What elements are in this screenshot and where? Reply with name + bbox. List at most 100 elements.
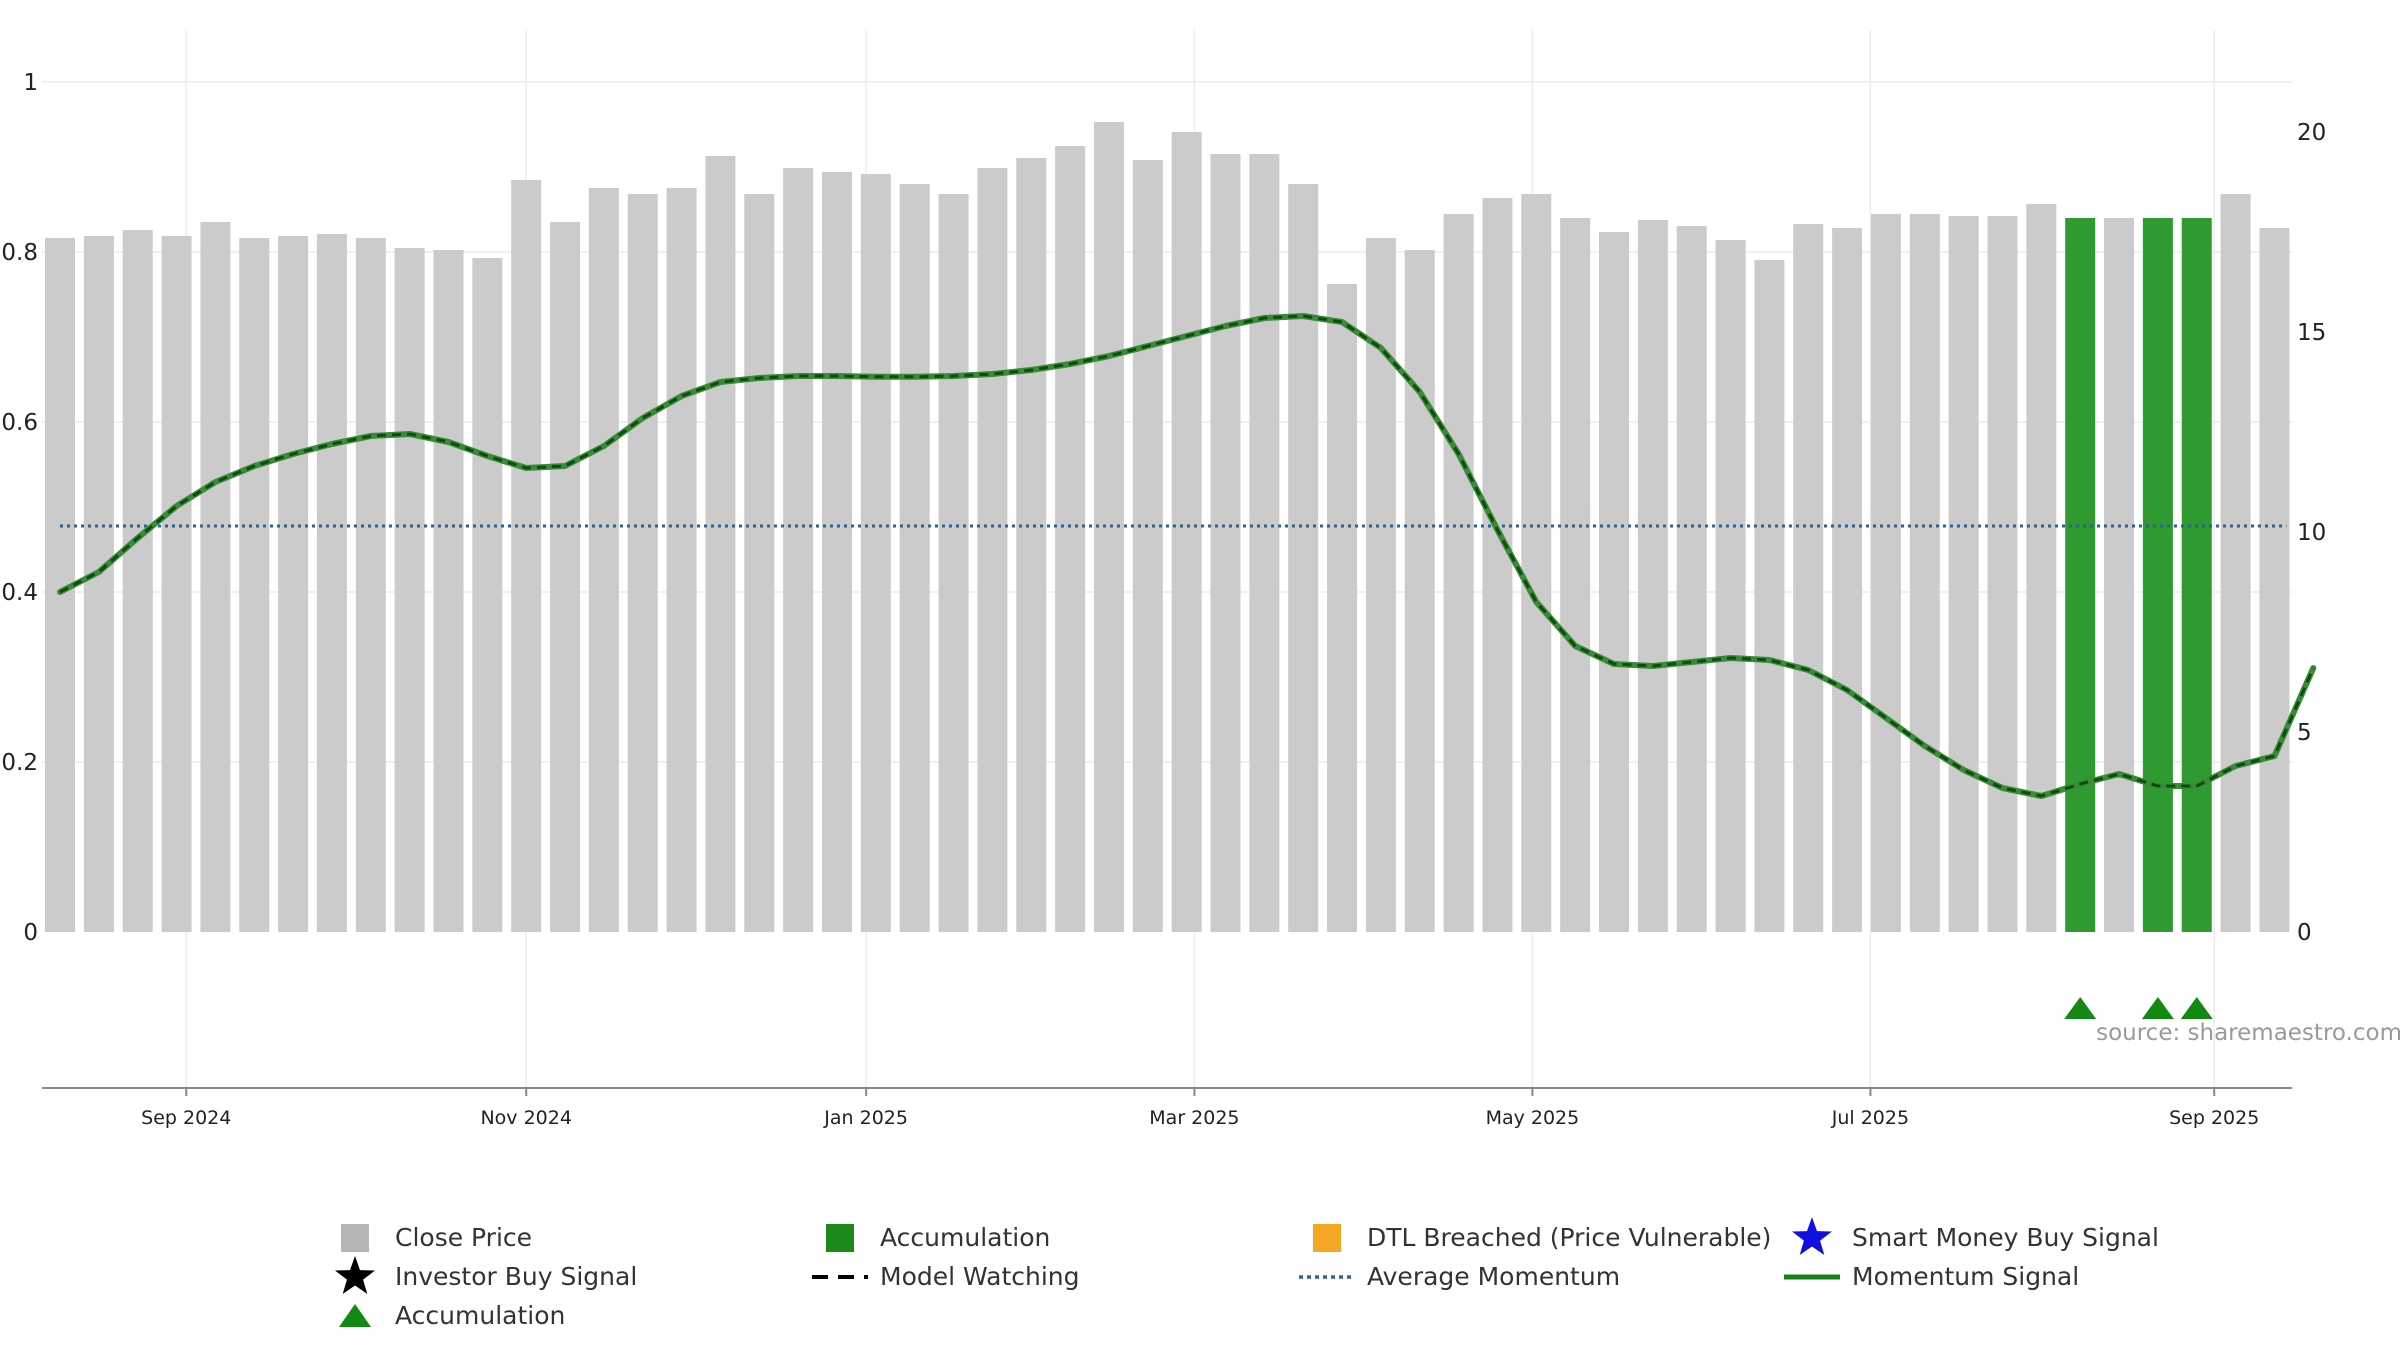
close-price-bar xyxy=(1637,220,1668,932)
right-axis-label: 10 xyxy=(2297,520,2326,546)
close-price-bar xyxy=(705,156,736,932)
close-price-bar xyxy=(511,180,542,932)
legend: Close Price Accumulation DTL Breached (Pri… xyxy=(335,1217,2159,1330)
close-price-bar xyxy=(355,238,386,932)
accumulation-triangle-marker xyxy=(2180,997,2213,1019)
right-axis-label: 5 xyxy=(2297,720,2312,746)
close-price-bar xyxy=(1327,284,1358,932)
right-axis-label: 0 xyxy=(2297,920,2312,946)
source-note: source: sharemaestro.com xyxy=(2096,1020,2400,1046)
left-axis-label: 0 xyxy=(23,920,38,946)
close-price-bar xyxy=(744,194,775,932)
x-tick-label: Jul 2025 xyxy=(1831,1107,1909,1129)
close-price-bar xyxy=(1171,132,1202,932)
momentum-line-dashes xyxy=(59,314,2315,798)
left-axis-label: 0.2 xyxy=(1,750,38,776)
close-price-bar xyxy=(1560,218,1591,932)
legend-label: Average Momentum xyxy=(1367,1262,1620,1291)
left-axis-labels: 0 0.2 0.4 0.6 0.8 1 xyxy=(1,70,38,946)
accumulation-triangle-marker xyxy=(2141,997,2174,1019)
accumulation-bar xyxy=(2181,218,2212,932)
close-price-bar xyxy=(1909,214,1940,932)
legend-label: DTL Breached (Price Vulnerable) xyxy=(1367,1223,1771,1252)
close-price-bar xyxy=(588,188,619,932)
close-price-bar xyxy=(433,250,464,932)
close-price-bar xyxy=(860,174,891,932)
legend-item: Investor Buy Signal xyxy=(335,1256,637,1294)
close-price-bar xyxy=(1016,158,1047,932)
close-price-bars xyxy=(45,122,2290,932)
close-price-bar xyxy=(1754,260,1785,932)
close-price-bar xyxy=(1055,146,1086,932)
x-tick-label: Nov 2024 xyxy=(480,1107,571,1129)
left-axis-label: 0.6 xyxy=(1,410,38,436)
close-price-bar xyxy=(899,184,930,932)
accumulation-bar xyxy=(2142,218,2173,932)
black-star-icon xyxy=(335,1256,375,1294)
close-price-bar xyxy=(1249,154,1280,932)
close-price-bar xyxy=(200,222,231,932)
close-price-bar xyxy=(1793,224,1824,932)
legend-item: Momentum Signal xyxy=(1784,1262,2079,1291)
close-price-bar xyxy=(1443,214,1474,932)
close-price-bar xyxy=(1210,154,1241,932)
legend-label: Close Price xyxy=(395,1223,532,1252)
close-price-bar xyxy=(2026,204,2057,932)
legend-item: Accumulation xyxy=(339,1301,565,1330)
legend-item: Close Price xyxy=(341,1223,532,1252)
close-price-bar xyxy=(122,230,153,932)
close-price-bar xyxy=(1715,240,1746,932)
close-price-bar xyxy=(1404,250,1435,932)
right-axis-label: 15 xyxy=(2297,320,2326,346)
close-price-bar xyxy=(1482,198,1513,932)
close-price-bar xyxy=(938,194,969,932)
left-axis-label: 1 xyxy=(23,70,38,96)
close-price-bar xyxy=(472,258,503,932)
close-price-bar xyxy=(1288,184,1319,932)
close-price-bar xyxy=(783,168,814,932)
accumulation-markers xyxy=(2064,997,2213,1019)
close-price-bar xyxy=(278,236,309,932)
close-price-bar xyxy=(822,172,852,932)
legend-item: Smart Money Buy Signal xyxy=(1792,1217,2159,1255)
close-price-bar xyxy=(1676,226,1707,932)
close-price-bar xyxy=(2220,194,2251,932)
axes xyxy=(42,1087,2292,1096)
legend-label: Accumulation xyxy=(395,1301,565,1330)
x-tick-label: Mar 2025 xyxy=(1149,1107,1239,1129)
legend-label: Smart Money Buy Signal xyxy=(1852,1223,2159,1252)
close-price-bar xyxy=(1599,232,1629,932)
close-price-bar xyxy=(316,234,347,932)
accumulation-triangle-marker xyxy=(2064,997,2097,1019)
left-axis-label: 0.8 xyxy=(1,240,38,266)
blue-star-icon xyxy=(1792,1217,1832,1255)
close-price-bar xyxy=(1987,216,2018,932)
x-tick-label: May 2025 xyxy=(1486,1107,1580,1129)
close-price-bar xyxy=(83,236,114,932)
close-price-bar xyxy=(394,248,425,932)
legend-label: Accumulation xyxy=(880,1223,1050,1252)
x-axis-labels: Sep 2024 Nov 2024 Jan 2025 Mar 2025 May 2025… xyxy=(141,1107,2259,1129)
close-price-bar xyxy=(239,238,270,932)
orange-square-icon xyxy=(1313,1224,1341,1252)
close-price-bar xyxy=(161,236,192,932)
legend-label: Model Watching xyxy=(880,1262,1080,1291)
green-square-icon xyxy=(826,1224,854,1252)
legend-item: Accumulation xyxy=(826,1223,1050,1252)
close-price-bar xyxy=(1948,216,1979,932)
close-price-bar xyxy=(977,168,1008,932)
legend-item: DTL Breached (Price Vulnerable) xyxy=(1313,1223,1771,1252)
close-price-bar xyxy=(550,222,581,932)
triangle-icon xyxy=(339,1304,371,1327)
close-price-bar xyxy=(1132,160,1163,932)
close-price-bar xyxy=(1521,194,1552,932)
right-axis-label: 20 xyxy=(2297,120,2326,146)
left-axis-label: 0.4 xyxy=(1,580,38,606)
close-price-bar xyxy=(1365,238,1396,932)
x-tick-label: Jan 2025 xyxy=(823,1107,908,1129)
legend-label: Investor Buy Signal xyxy=(395,1262,637,1291)
close-price-bar xyxy=(666,188,697,932)
x-tick-label: Sep 2025 xyxy=(2169,1107,2259,1129)
gray-square-icon xyxy=(341,1224,369,1252)
